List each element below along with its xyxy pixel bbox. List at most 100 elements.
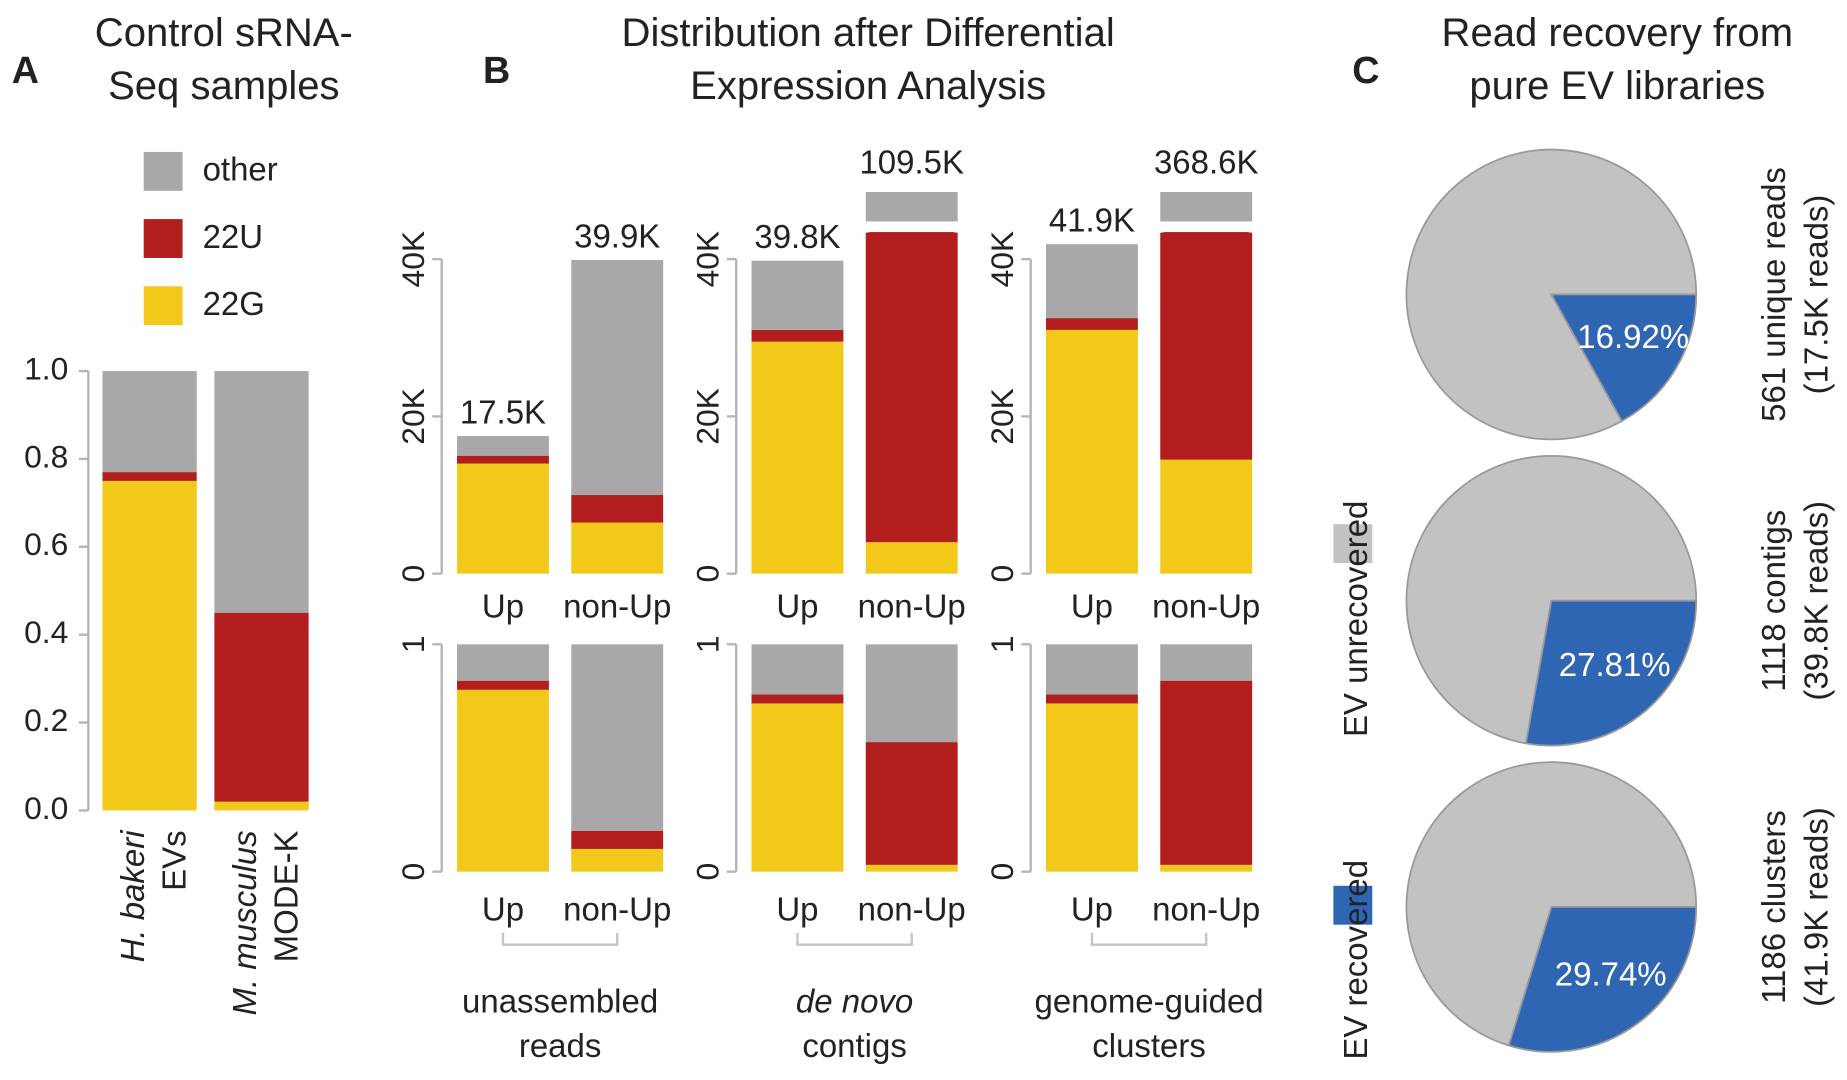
y-tick-label: 0: [690, 863, 726, 881]
y-tick-label: 40K: [395, 231, 431, 288]
chart-title: Read recovery from: [1442, 11, 1794, 55]
y-tick-label: 0.4: [24, 614, 68, 650]
x-tick-label: Up: [482, 890, 524, 927]
pie-slice: [1524, 599, 1698, 747]
bar-segment-broken: [1160, 192, 1253, 222]
bar-segment: [214, 612, 309, 802]
chart-title: pure EV libraries: [1469, 64, 1765, 108]
group-label: genome-guided: [1035, 982, 1264, 1019]
x-tick-label: H. bakeri: [114, 829, 151, 963]
bar-segment: [457, 455, 549, 464]
bar-segment: [457, 680, 549, 690]
bar-segment: [457, 644, 549, 681]
y-tick-label: 0: [395, 863, 431, 881]
y-tick-label: 20K: [984, 388, 1020, 445]
x-tick-label: M. musculus: [226, 830, 263, 1015]
figure-content: A Control sRNA- Seq samples 0.0 0.2 0.4 0.6 0.8…: [12, 11, 1835, 1064]
y-tick-label: 40K: [984, 231, 1020, 288]
x-tick-label: Up: [1071, 890, 1113, 927]
group-label: unassembled: [462, 982, 658, 1019]
bar-segment: [102, 480, 197, 811]
y-tick-label: 0.6: [24, 526, 68, 562]
bar-segment: [1046, 644, 1138, 695]
pie-value-label: 16.92%: [1577, 318, 1689, 355]
bar-segment: [1046, 318, 1138, 330]
chart-title: Seq samples: [108, 64, 339, 108]
total-label: 109.5K: [859, 144, 964, 181]
bar-segment: [214, 801, 309, 811]
group-label: clusters: [1092, 1027, 1206, 1064]
panel-letter: C: [1352, 49, 1379, 91]
y-tick-label: 0: [984, 565, 1020, 583]
chart-title: Expression Analysis: [690, 64, 1046, 108]
total-label: 368.6K: [1154, 144, 1259, 181]
bar-segment: [751, 694, 844, 704]
pie-label: 1186 clusters: [1755, 810, 1792, 1004]
y-tick-label: 40K: [690, 231, 726, 288]
pie-slice: [1507, 906, 1698, 1053]
y-tick-label: 1.0: [24, 350, 68, 386]
legend-swatch: [1333, 885, 1373, 925]
bar-segment: [571, 522, 664, 574]
bar-segment-broken: [865, 192, 958, 222]
bar-segment: [865, 232, 958, 543]
x-tick-label: non-Up: [858, 588, 966, 625]
bar-segment: [457, 436, 549, 456]
pie-label: 561 unique reads: [1755, 167, 1792, 422]
bar-segment: [571, 848, 664, 872]
bar-segment: [751, 329, 844, 342]
bar-segment: [865, 644, 958, 743]
chart-title: Control sRNA-: [95, 11, 353, 55]
pie-slice: [1405, 454, 1698, 745]
pie-label: 1118 contigs: [1755, 510, 1792, 692]
bar-segment: [102, 472, 197, 481]
group-label: de novo: [796, 982, 913, 1019]
bar-segment: [751, 341, 844, 574]
bar-segment: [751, 260, 844, 330]
bar-segment: [1160, 459, 1253, 574]
legend-swatch: [143, 286, 183, 326]
x-tick-label: non-Up: [1152, 890, 1260, 927]
group-label: contigs: [802, 1027, 906, 1064]
bar-segment: [751, 703, 844, 872]
y-tick-label: 0.0: [24, 790, 68, 826]
bar-segment: [1046, 694, 1138, 704]
x-tick-label: Up: [776, 890, 818, 927]
x-tick-label: non-Up: [563, 588, 671, 625]
legend-swatch: [143, 219, 183, 258]
pie-value-label: 29.74%: [1555, 956, 1667, 993]
bar-segment: [457, 463, 549, 574]
legend-label: 22U: [203, 218, 263, 255]
y-tick-label: 0.2: [24, 702, 68, 738]
y-tick-label: 1: [984, 635, 1020, 653]
x-tick-label: non-Up: [858, 890, 966, 927]
legend-label: other: [203, 151, 278, 188]
bar-segment: [865, 742, 958, 865]
bar-segment: [457, 689, 549, 872]
bar-segment: [1160, 644, 1253, 681]
x-tick-label: Up: [776, 588, 818, 625]
bar-segment: [1046, 329, 1138, 574]
panel-letter: B: [483, 49, 510, 91]
chart-title: Distribution after Differential: [622, 11, 1115, 55]
pie-label: (41.9K reads): [1797, 807, 1834, 1007]
panel-letter: A: [12, 49, 39, 91]
total-label: 39.8K: [754, 218, 840, 255]
legend-label: 22G: [203, 285, 265, 322]
y-tick-label: 20K: [395, 388, 431, 445]
y-tick-label: 0: [690, 565, 726, 583]
pie-label: (17.5K reads): [1797, 195, 1834, 395]
bar-segment: [571, 830, 664, 849]
bar-segment: [571, 259, 664, 496]
bar-segment: [1046, 244, 1138, 319]
pie-label: (39.8K reads): [1797, 501, 1834, 701]
bar-segment: [571, 495, 664, 523]
legend-swatch: [1333, 524, 1373, 564]
bar-segment: [1160, 680, 1253, 865]
total-label: 39.9K: [574, 217, 660, 254]
bar-segment: [1046, 703, 1138, 872]
pie-slice: [1405, 761, 1698, 1047]
legend-label: EV recovered: [1337, 860, 1374, 1060]
